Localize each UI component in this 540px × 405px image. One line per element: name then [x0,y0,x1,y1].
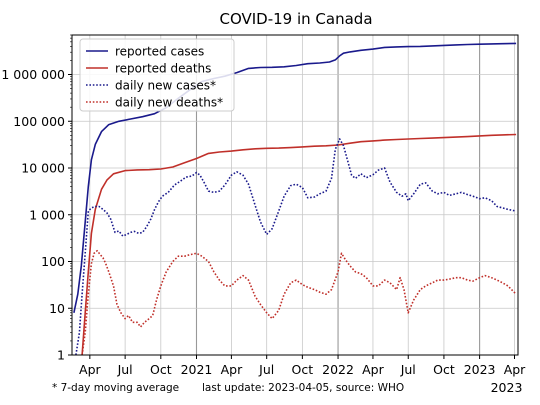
y-tick-label: 1 000 [29,207,65,222]
y-tick-label: 10 000 [21,161,65,176]
series-reported-deaths [81,133,517,355]
x-tick-label: Jul [258,362,274,377]
legend-label-reported-deaths: reported deaths [115,62,211,76]
y-tick-label: 1 000 000 [1,67,65,82]
y-axis-ticks: 1 10 100 1 000 10 000 100 000 1 000 000 [1,34,72,363]
footnote-source: last update: 2023-04-05, source: WHO [202,382,404,394]
x-tick-label: Oct [433,362,455,377]
x-axis-ticks: Apr Jul Oct 2021 Apr Jul Oct 2022 Apr Jul Oct 2023 A… [79,355,526,395]
x-tick-label: 2023 [464,362,496,377]
y-tick-label: 10 [49,301,65,316]
x-tick-label: Jul [400,362,416,377]
plot-frame [71,34,519,356]
y-tick-label: 100 000 [13,114,65,129]
x-tick-label: Oct [150,362,172,377]
legend-box [79,38,235,112]
x-tick-label: Apr [221,362,243,377]
x-tick-year-label: 2023 [491,380,523,395]
y-tick-label: 1 [57,348,65,363]
x-tick-label: 2021 [181,362,213,377]
legend-label-daily-new-cases: daily new cases* [115,79,216,93]
x-tick-label: Oct [292,362,314,377]
x-tick-label: Apr [504,362,526,377]
y-tick-label: 100 [41,254,65,269]
x-tick-label: Apr [79,362,101,377]
series-layer [73,42,517,355]
chart-title: COVID-19 in Canada [219,10,372,28]
x-tick-label: 2022 [322,362,354,377]
x-tick-label: Apr [362,362,384,377]
legend-label-daily-new-deaths: daily new deaths* [115,96,223,110]
legend-label-reported-cases: reported cases [115,45,204,59]
series-daily-new-deaths [81,249,517,355]
footnote-moving-average: * 7-day moving average [52,382,179,394]
series-reported-cases [73,42,517,313]
legend: reported cases reported deaths daily new c… [79,38,235,112]
series-daily-new-cases [75,138,517,355]
x-tick-label: Jul [117,362,133,377]
